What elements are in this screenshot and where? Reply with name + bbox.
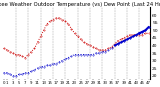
Title: Milwaukee Weather Outdoor Temperature (vs) Dew Point (Last 24 Hours): Milwaukee Weather Outdoor Temperature (v… (0, 2, 160, 7)
